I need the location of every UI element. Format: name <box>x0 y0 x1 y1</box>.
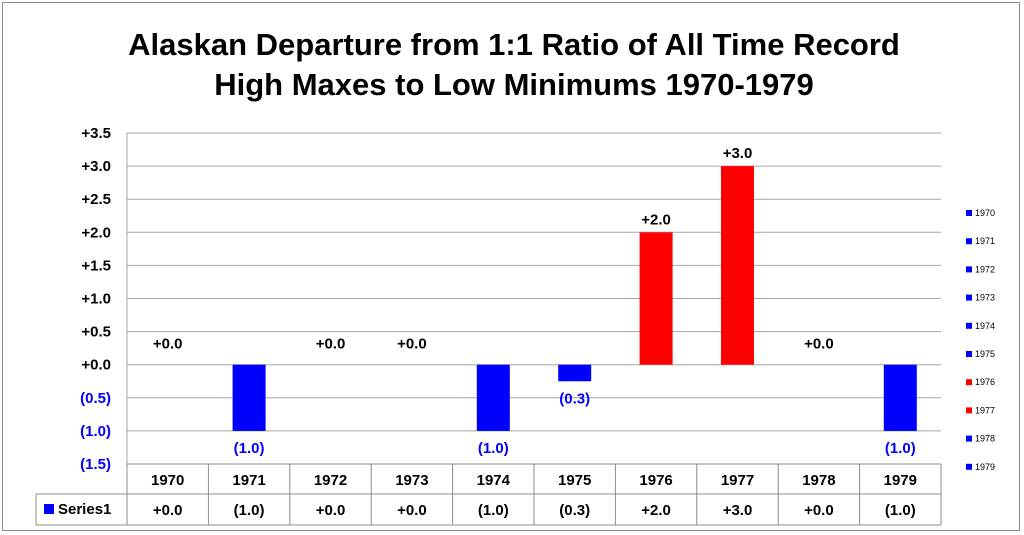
y-axis-ticks: +3.5 +3.0 +2.5 +2.0 +1.5 +1.0 +0.5 +0.0 (0.5) (1.… <box>80 125 111 473</box>
table-value-cell: (1.0) <box>478 502 509 519</box>
legend-label: 1973 <box>975 293 995 303</box>
legend-label: 1971 <box>975 236 995 246</box>
table-value-cell: +3.0 <box>723 502 753 519</box>
data-labels: +0.0 (1.0) +0.0 +0.0 (1.0) (0.3) +2.0 +3.0 +0.0 (… <box>153 145 916 457</box>
table-value-cell: (1.0) <box>885 502 916 519</box>
data-table: 1970 +0.0 1971 (1.0) 1972 +0.0 1973 +0.0 1974 (1.… <box>35 463 942 526</box>
y-tick-label: +1.5 <box>81 257 111 274</box>
y-tick-label: +2.5 <box>81 191 111 208</box>
legend-swatch <box>966 210 972 216</box>
legend-swatch <box>966 379 972 386</box>
legend-swatch <box>966 351 972 357</box>
table-category-cell: 1976 <box>639 472 672 489</box>
table-category-cell: 1975 <box>558 472 591 489</box>
legend-label: 1970 <box>975 208 995 218</box>
bar <box>883 364 917 431</box>
bar <box>639 232 673 365</box>
y-tick-label: +0.0 <box>81 357 111 374</box>
legend-label: 1972 <box>975 264 995 274</box>
y-tick-label: +0.5 <box>81 324 111 341</box>
y-tick-label: +3.5 <box>81 125 111 142</box>
legend-swatch <box>966 322 972 329</box>
y-tick-label: +1.0 <box>81 291 111 308</box>
legend-label: 1979 <box>975 462 995 472</box>
table-value-cell: (0.3) <box>559 502 590 519</box>
data-label: (1.0) <box>234 440 265 457</box>
data-label: +0.0 <box>153 336 183 353</box>
legend-swatch <box>966 407 972 414</box>
data-label: +0.0 <box>316 336 346 353</box>
table-category-cell: 1978 <box>802 472 835 489</box>
data-label: (1.0) <box>478 440 509 457</box>
y-tick-label: +2.0 <box>81 224 111 241</box>
y-tick-label: +3.0 <box>81 158 111 175</box>
table-value-cell: +0.0 <box>804 502 834 519</box>
table-value-cell: (1.0) <box>234 502 265 519</box>
legend-swatch <box>966 463 972 470</box>
series-name-cell: Series1 <box>58 501 111 518</box>
bar <box>558 364 592 382</box>
chart-title-line: Alaskan Departure from 1:1 Ratio of All … <box>128 27 900 62</box>
legend-label: 1974 <box>975 321 995 331</box>
y-tick-label: (1.0) <box>80 423 111 440</box>
table-category-cell: 1971 <box>232 472 265 489</box>
table-category-cell: 1977 <box>721 472 754 489</box>
legend-swatch <box>966 294 972 301</box>
chart-title: Alaskan Departure from 1:1 Ratio of All … <box>128 27 900 102</box>
bar <box>232 364 266 431</box>
table-value-cell: +0.0 <box>397 502 427 519</box>
legend-label: 1977 <box>975 405 995 415</box>
table-category-cell: 1979 <box>884 472 917 489</box>
table-value-cell: +0.0 <box>316 502 346 519</box>
legend-label: 1975 <box>975 349 995 359</box>
data-label: +3.0 <box>723 145 753 162</box>
table-value-cell: +0.0 <box>153 502 183 519</box>
legend-swatch <box>966 238 972 245</box>
legend: 1970 1971 1972 1973 1974 1975 1976 1977 1978 1979 <box>966 208 995 472</box>
legend-swatch <box>966 266 972 273</box>
bar <box>476 364 510 431</box>
table-value-cell: +2.0 <box>641 502 671 519</box>
y-tick-label: (1.5) <box>80 456 111 473</box>
table-category-cell: 1973 <box>395 472 428 489</box>
table-category-cell: 1974 <box>477 472 511 489</box>
data-label: (0.3) <box>559 390 590 407</box>
data-label: (1.0) <box>885 440 916 457</box>
chart-svg: Alaskan Departure from 1:1 Ratio of All … <box>35 27 995 526</box>
table-category-cell: 1970 <box>151 472 184 489</box>
data-label: +0.0 <box>397 336 427 353</box>
data-label: +0.0 <box>804 336 834 353</box>
bar <box>721 166 754 365</box>
y-tick-label: (0.5) <box>80 390 111 407</box>
legend-label: 1976 <box>975 377 995 387</box>
legend-swatch <box>966 435 972 442</box>
bars <box>232 166 917 431</box>
chart-title-line: High Maxes to Low Minimums 1970-1979 <box>214 67 814 102</box>
table-category-cell: 1972 <box>314 472 347 489</box>
legend-label: 1978 <box>975 434 995 444</box>
data-label: +2.0 <box>641 211 671 228</box>
series-swatch <box>44 504 54 514</box>
